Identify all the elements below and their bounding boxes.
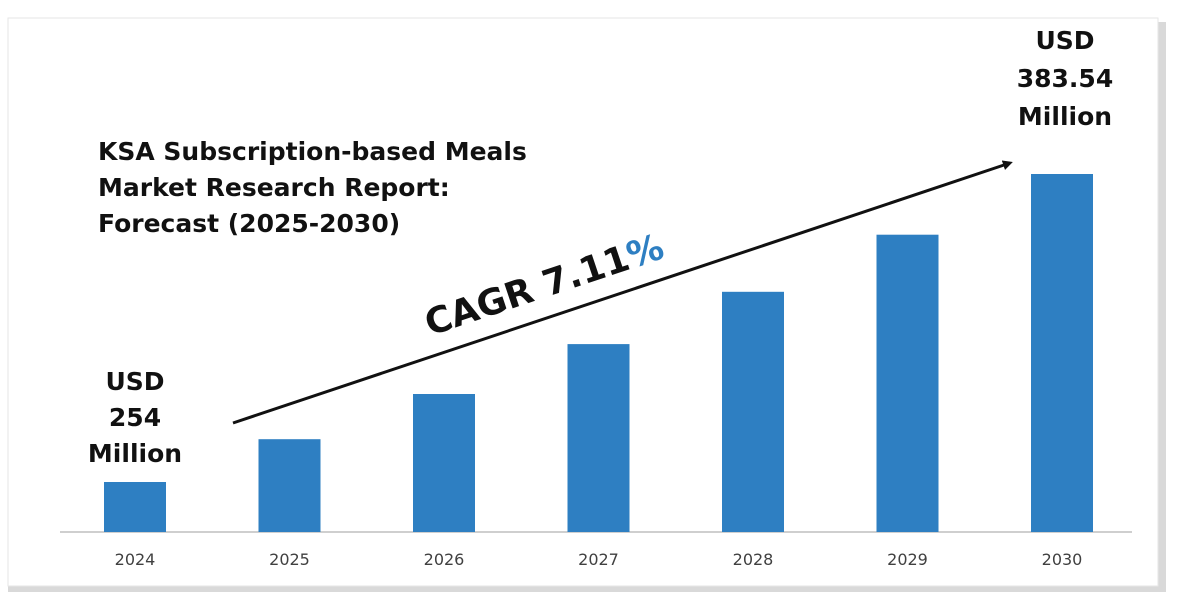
bar-2026 <box>413 394 475 532</box>
bars-group <box>104 174 1093 532</box>
x-tick-label-2030: 2030 <box>1042 550 1083 569</box>
bar-2027 <box>567 344 630 532</box>
start-value-callout: USD 254 Million <box>70 364 200 472</box>
start-value-number: 254 <box>108 403 162 432</box>
title-line-1: KSA Subscription-based Meals <box>98 137 527 166</box>
start-value-unit: Million <box>87 439 183 468</box>
cagr-trend-arrow <box>232 160 1013 425</box>
panel-shadow-right <box>1158 22 1166 590</box>
end-value-currency: USD <box>1035 26 1095 55</box>
title-line-2: Market Research Report: <box>98 173 450 202</box>
x-tick-label-2026: 2026 <box>424 550 465 569</box>
bar-2028 <box>722 291 784 532</box>
end-value-callout: USD 383.54 Million <box>995 22 1135 136</box>
bar-2025 <box>258 439 321 532</box>
bar-2024 <box>104 482 166 532</box>
panel-shadow-bottom <box>8 586 1166 592</box>
x-tick-label-2029: 2029 <box>887 550 928 569</box>
end-value-unit: Million <box>1017 102 1113 131</box>
x-tick-labels: 2024 2025 2026 2027 2028 2029 2030 <box>115 550 1083 569</box>
x-tick-label-2027: 2027 <box>578 550 619 569</box>
x-tick-label-2028: 2028 <box>733 550 774 569</box>
bar-2030 <box>1031 174 1093 532</box>
end-value-number: 383.54 <box>1016 64 1114 93</box>
bar-2029 <box>876 234 939 532</box>
title-line-3: Forecast (2025-2030) <box>98 209 401 238</box>
chart-title: KSA Subscription-based Meals Market Rese… <box>98 134 558 242</box>
x-tick-label-2024: 2024 <box>115 550 156 569</box>
start-value-currency: USD <box>105 367 165 396</box>
x-tick-label-2025: 2025 <box>269 550 310 569</box>
